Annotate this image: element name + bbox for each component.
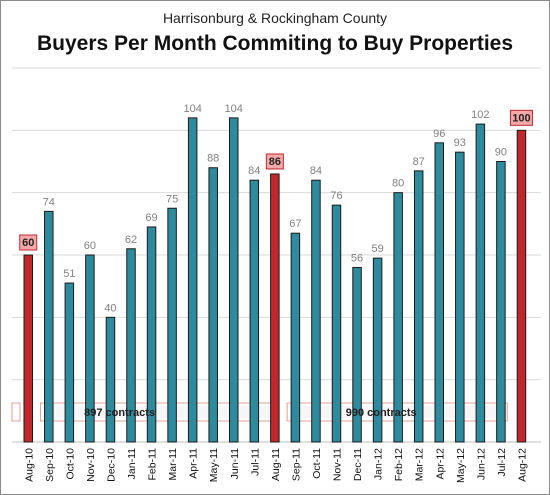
bars	[23, 117, 527, 443]
bar	[290, 232, 301, 443]
data-label: 88	[207, 153, 219, 165]
data-label: 96	[433, 128, 445, 140]
data-label: 84	[310, 165, 322, 177]
x-tick-label: Mar-11	[167, 448, 179, 481]
contract-total-label: 897 contracts	[84, 407, 155, 419]
bar	[44, 210, 54, 443]
x-tick-label: Apr-11	[188, 448, 200, 479]
data-label: 51	[63, 268, 75, 280]
bar-highlighted	[270, 173, 280, 443]
data-label-highlighted: 100	[512, 112, 530, 124]
x-tick-label: Dec-11	[352, 448, 364, 481]
x-tick-label: Oct-10	[64, 448, 76, 480]
data-label: 74	[43, 196, 55, 208]
x-tick-label: Feb-11	[147, 448, 159, 481]
highlight-label-box	[265, 153, 284, 170]
x-tick-label: Jun-12	[475, 448, 487, 480]
x-tick-label: Jul-12	[496, 448, 508, 477]
bar-highlighted	[23, 254, 33, 443]
bar	[229, 117, 239, 443]
bar	[331, 204, 342, 443]
data-label: 60	[84, 240, 96, 252]
value-labels: 60 74 51 60 40 62 69 75 104 88 104 84 86 67 84 76 56 59 80…	[19, 103, 533, 419]
data-label: 93	[454, 137, 466, 149]
data-label-highlighted: 86	[269, 156, 281, 168]
x-tick-label: Feb-12	[393, 448, 405, 481]
data-label: 84	[248, 165, 260, 177]
x-tick-label: Aug-12	[516, 448, 528, 482]
bar	[85, 254, 95, 443]
x-tick-label: Mar-12	[414, 448, 426, 481]
bar	[146, 226, 157, 443]
bar	[126, 248, 136, 443]
x-tick-label: Aug-11	[270, 448, 282, 481]
x-tick-label: Sep-11	[290, 448, 302, 481]
x-tick-label: Jan-12	[373, 448, 385, 480]
band-stub	[11, 402, 21, 422]
data-label-highlighted: 60	[22, 237, 34, 249]
data-label: 80	[392, 178, 404, 190]
bar	[105, 316, 116, 443]
x-tick-label: May-12	[455, 448, 467, 483]
data-label: 67	[289, 218, 301, 230]
x-tick-label: Jun-11	[229, 448, 241, 479]
x-tick-label: Nov-10	[85, 448, 97, 482]
x-tick-label: Sep-10	[44, 448, 56, 482]
bar	[208, 167, 218, 443]
highlight-label-box	[19, 234, 38, 251]
data-label: 104	[183, 103, 201, 115]
bar	[352, 266, 362, 443]
bar	[496, 161, 506, 443]
data-label: 59	[371, 243, 383, 255]
data-label: 69	[145, 212, 157, 224]
bar	[413, 170, 424, 443]
data-label: 102	[471, 109, 489, 121]
x-tick-label: Apr-12	[434, 448, 446, 480]
chart-title: Buyers Per Month Commiting to Buy Proper…	[36, 32, 514, 55]
highlight-label-box	[509, 109, 533, 126]
bar	[249, 179, 260, 443]
x-tick-label: Jan-11	[126, 448, 138, 479]
bar	[434, 142, 444, 443]
bar-highlighted	[516, 129, 527, 443]
bar	[475, 123, 486, 443]
data-label: 90	[495, 147, 507, 159]
bar	[455, 151, 465, 443]
x-tick-label: Jul-11	[249, 448, 261, 476]
data-label: 104	[225, 103, 243, 115]
bar	[372, 257, 383, 443]
x-tick-label: Oct-11	[311, 448, 323, 479]
data-label: 76	[330, 190, 342, 202]
chart-subtitle: Harrisonburg & Rockingham County	[162, 10, 388, 26]
x-tick-label: Dec-10	[105, 448, 117, 482]
data-label: 62	[125, 234, 137, 246]
bar	[311, 179, 321, 443]
x-tick-label: Nov-11	[332, 448, 344, 481]
bar	[64, 282, 75, 443]
x-tick-label: May-11	[208, 448, 220, 482]
data-label: 56	[351, 252, 363, 264]
x-tick-labels: Aug-10 Sep-10 Oct-10 Nov-10 Dec-10 Jan-11 Feb-…	[23, 448, 528, 483]
x-tick-label: Aug-10	[23, 448, 35, 482]
contract-total-label: 990 contracts	[346, 407, 417, 419]
bar	[187, 117, 198, 443]
bar	[393, 192, 403, 443]
data-label: 87	[413, 156, 425, 168]
data-label: 75	[166, 193, 178, 205]
data-label: 40	[104, 302, 116, 314]
bar	[167, 207, 177, 443]
